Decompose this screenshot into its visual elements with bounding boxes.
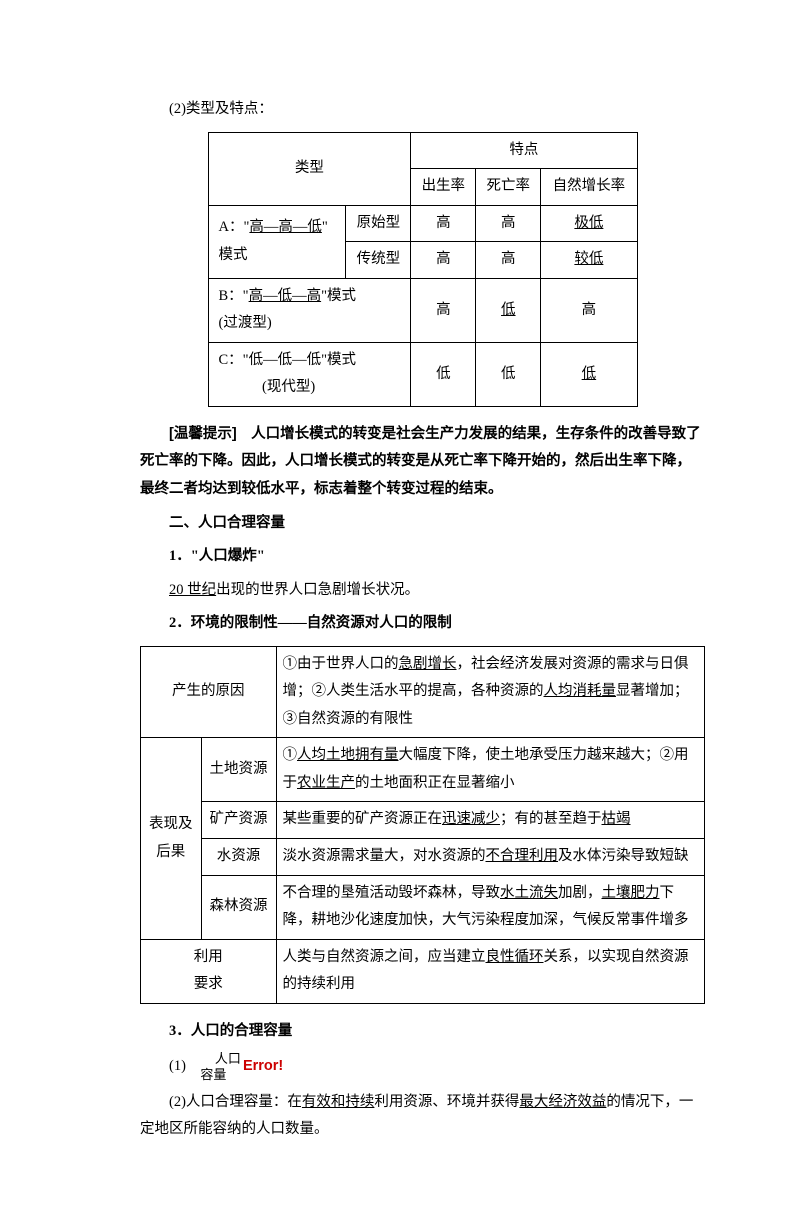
cell-mineral-label: 矿产资源	[201, 802, 276, 839]
s2-3-2: (2)人口合理容量：在有效和持续利用资源、环境并获得最大经济效益的情况下，一定地…	[140, 1089, 705, 1144]
table-row: 矿产资源 某些重要的矿产资源正在迅速减少；有的甚至趋于枯竭	[141, 802, 705, 839]
cell-a-sub2: 传统型	[346, 242, 411, 279]
table-row: 表现及后果 土地资源 ①人均土地拥有量大幅度下降，使土地承受压力越来越大；②用于…	[141, 738, 705, 802]
cell: 高	[411, 242, 476, 279]
cell: 较低	[541, 242, 637, 279]
table-row: 利用要求 人类与自然资源之间，应当建立良性循环关系，以实现自然资源的持续利用	[141, 939, 705, 1003]
cell-use: 人类与自然资源之间，应当建立良性循环关系，以实现自然资源的持续利用	[276, 939, 705, 1003]
s2-1-body: 20 世纪出现的世界人口急剧增长状况。	[140, 577, 705, 605]
table-row: 类型 特点	[208, 132, 637, 169]
s2-2-title: 2．环境的限制性——自然资源对人口的限制	[140, 610, 705, 638]
section-2-title: 二、人口合理容量	[140, 510, 705, 538]
table-types: 类型 特点 出生率 死亡率 自然增长率 A："高—高—低"模式 原始型 高 高 …	[208, 132, 638, 407]
cell: 高	[541, 278, 637, 342]
s2-1-title: 1．"人口爆炸"	[140, 543, 705, 571]
cell-land-label: 土地资源	[201, 738, 276, 802]
s2-3-title: 3．人口的合理容量	[140, 1018, 705, 1046]
table-row: 森林资源 不合理的垦殖活动毁坏森林，导致水土流失加剧，土壤肥力下降，耕地沙化速度…	[141, 875, 705, 939]
cell: 低	[411, 342, 476, 406]
table-row: A："高—高—低"模式 原始型 高 高 极低	[208, 205, 637, 242]
cell-a-label: A："高—高—低"模式	[208, 205, 346, 278]
th-feature: 特点	[411, 132, 637, 169]
cell-water: 淡水资源需求量大，对水资源的不合理利用及水体污染导致短缺	[276, 839, 705, 876]
s2-3-1: (1)人口容量Error!	[140, 1051, 705, 1082]
th-growth: 自然增长率	[541, 169, 637, 206]
cell: 高	[411, 278, 476, 342]
table-row: B："高—低—高"模式(过渡型) 高 低 高	[208, 278, 637, 342]
cell: 低	[541, 342, 637, 406]
warm-tip: [温馨提示] 人口增长模式的转变是社会生产力发展的结果，生存条件的改善导致了死亡…	[140, 421, 705, 504]
th-type: 类型	[208, 132, 411, 205]
cell: 极低	[541, 205, 637, 242]
th-death: 死亡率	[476, 169, 541, 206]
cell-forest-label: 森林资源	[201, 875, 276, 939]
table-row: C："低—低—低"模式 (现代型) 低 低 低	[208, 342, 637, 406]
cell-use-label: 利用要求	[141, 939, 277, 1003]
th-birth: 出生率	[411, 169, 476, 206]
cell-mineral: 某些重要的矿产资源正在迅速减少；有的甚至趋于枯竭	[276, 802, 705, 839]
cell: 高	[411, 205, 476, 242]
cell: 低	[476, 278, 541, 342]
table-row: 产生的原因 ①由于世界人口的急剧增长，社会经济发展对资源的需求与日俱增；②人类生…	[141, 646, 705, 738]
table-row: 水资源 淡水资源需求量大，对水资源的不合理利用及水体污染导致短缺	[141, 839, 705, 876]
cell-a-sub1: 原始型	[346, 205, 411, 242]
cell-c-label: C："低—低—低"模式 (现代型)	[208, 342, 411, 406]
cell: 高	[476, 205, 541, 242]
cell-water-label: 水资源	[201, 839, 276, 876]
table-limits: 产生的原因 ①由于世界人口的急剧增长，社会经济发展对资源的需求与日俱增；②人类生…	[140, 646, 705, 1004]
cell-b-label: B："高—低—高"模式(过渡型)	[208, 278, 411, 342]
cell-land: ①人均土地拥有量大幅度下降，使土地承受压力越来越大；②用于农业生产的土地面积正在…	[276, 738, 705, 802]
error-text: Error!	[243, 1058, 283, 1074]
cell-cause: ①由于世界人口的急剧增长，社会经济发展对资源的需求与日俱增；②人类生活水平的提高…	[276, 646, 705, 738]
cell-group-label: 表现及后果	[141, 738, 202, 939]
cell: 低	[476, 342, 541, 406]
cell: 高	[476, 242, 541, 279]
intro-line: (2)类型及特点：	[140, 96, 705, 124]
cell-forest: 不合理的垦殖活动毁坏森林，导致水土流失加剧，土壤肥力下降，耕地沙化速度加快，大气…	[276, 875, 705, 939]
cell-cause-label: 产生的原因	[141, 646, 277, 738]
